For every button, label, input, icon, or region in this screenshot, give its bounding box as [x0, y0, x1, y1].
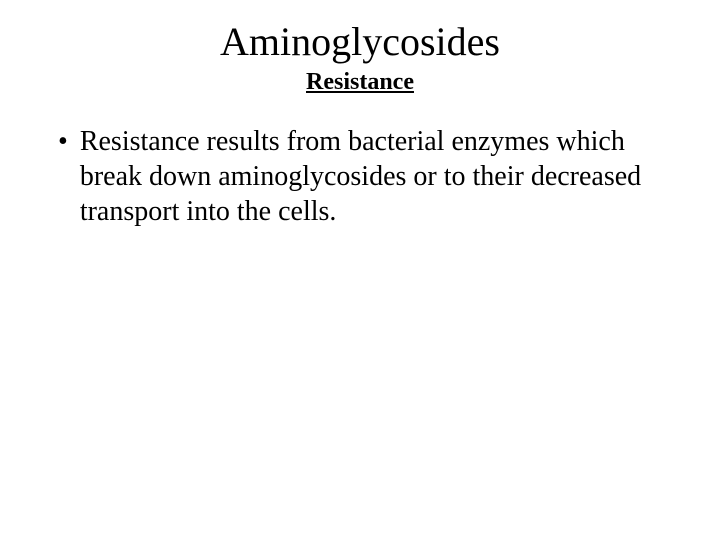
bullet-item: • Resistance results from bacterial enzy… — [58, 124, 650, 229]
bullet-text: Resistance results from bacterial enzyme… — [80, 124, 650, 229]
slide-subtitle: Resistance — [0, 69, 720, 96]
slide-container: Aminoglycosides Resistance • Resistance … — [0, 0, 720, 540]
slide-title: Aminoglycosides — [0, 18, 720, 65]
bullet-marker: • — [58, 124, 68, 159]
slide-content: • Resistance results from bacterial enzy… — [0, 124, 720, 229]
